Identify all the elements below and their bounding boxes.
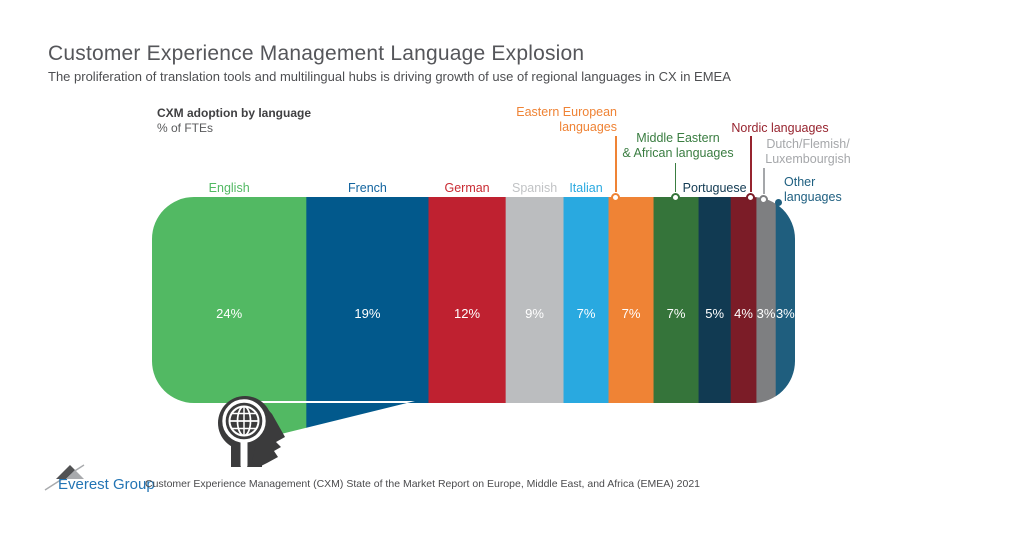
eastern-european-leader-line <box>615 136 617 192</box>
annotation-dutch-flemish: Dutch/Flemish/ Luxembourgish <box>765 137 851 166</box>
value-label-french: 19% <box>354 306 380 321</box>
nordic-dot <box>746 192 755 202</box>
bar-label-italian: Italian <box>569 181 603 195</box>
other-languages-dot <box>775 199 782 206</box>
bar-label-german: German <box>444 181 490 195</box>
everest-group-logo: Everest Group® <box>44 464 154 493</box>
segment-italian <box>563 197 609 434</box>
logo-text: Everest Group <box>58 476 154 493</box>
segment-english <box>152 197 307 434</box>
segment-other-languages <box>775 197 795 434</box>
segment-german <box>428 197 507 434</box>
annotation-nordic: Nordic languages <box>731 121 829 135</box>
chart-unit-label: % of FTEs <box>157 121 214 135</box>
segment-portuguese <box>698 197 732 434</box>
segment-dutch-flemish-luxembourgish <box>756 197 777 434</box>
value-label-english: 24% <box>216 306 242 321</box>
value-label-other-languages: 3% <box>776 306 795 321</box>
bar-segments <box>152 197 795 434</box>
value-label-italian: 7% <box>577 306 596 321</box>
bar-label-portuguese: Portuguese <box>682 181 747 195</box>
svg-text:Everest Group®: Everest Group® <box>58 476 154 493</box>
annotation-middle-eastern-african: Middle Eastern & African languages <box>622 131 734 160</box>
page-subtitle: The proliferation of translation tools a… <box>48 69 731 84</box>
bar-label-spanish: Spanish <box>511 181 558 195</box>
value-label-eastern-european-languages: 7% <box>622 306 641 321</box>
value-label-spanish: 9% <box>525 306 544 321</box>
value-label-nordic-languages: 4% <box>734 306 753 321</box>
bar-value-labels: 24% 19% 12% 9% 7% 7% 7% 5% 4% 3% 3% <box>216 306 795 321</box>
segment-french <box>306 197 429 434</box>
head-globe-icon <box>218 396 285 468</box>
segment-middle-eastern-african-languages <box>653 197 699 434</box>
source-attribution: Customer Experience Management (CXM) Sta… <box>145 478 701 490</box>
chart-title: CXM adoption by language <box>157 106 312 120</box>
value-label-portuguese: 5% <box>705 306 724 321</box>
annotation-other-languages: Other languages <box>784 175 842 204</box>
middle-eastern-african-leader-line <box>674 163 676 192</box>
bar-label-english: English <box>208 181 250 195</box>
bar-label-french: French <box>347 181 387 195</box>
dutch-flemish-leader-line <box>763 168 765 194</box>
value-label-middle-eastern-african-languages: 7% <box>667 306 686 321</box>
middle-eastern-african-dot <box>670 192 680 202</box>
nordic-leader-line <box>750 136 752 192</box>
segment-eastern-european-languages <box>608 197 654 434</box>
value-label-german: 12% <box>454 306 480 321</box>
segment-nordic-languages <box>730 197 757 434</box>
dutch-flemish-dot <box>759 194 768 204</box>
page-title: Customer Experience Management Language … <box>48 42 585 65</box>
value-label-dutch-flemish-luxembourgish: 3% <box>757 306 776 321</box>
annotation-eastern-european: Eastern European languages <box>516 105 617 134</box>
eastern-european-dot <box>611 192 620 202</box>
segment-spanish <box>505 197 564 434</box>
